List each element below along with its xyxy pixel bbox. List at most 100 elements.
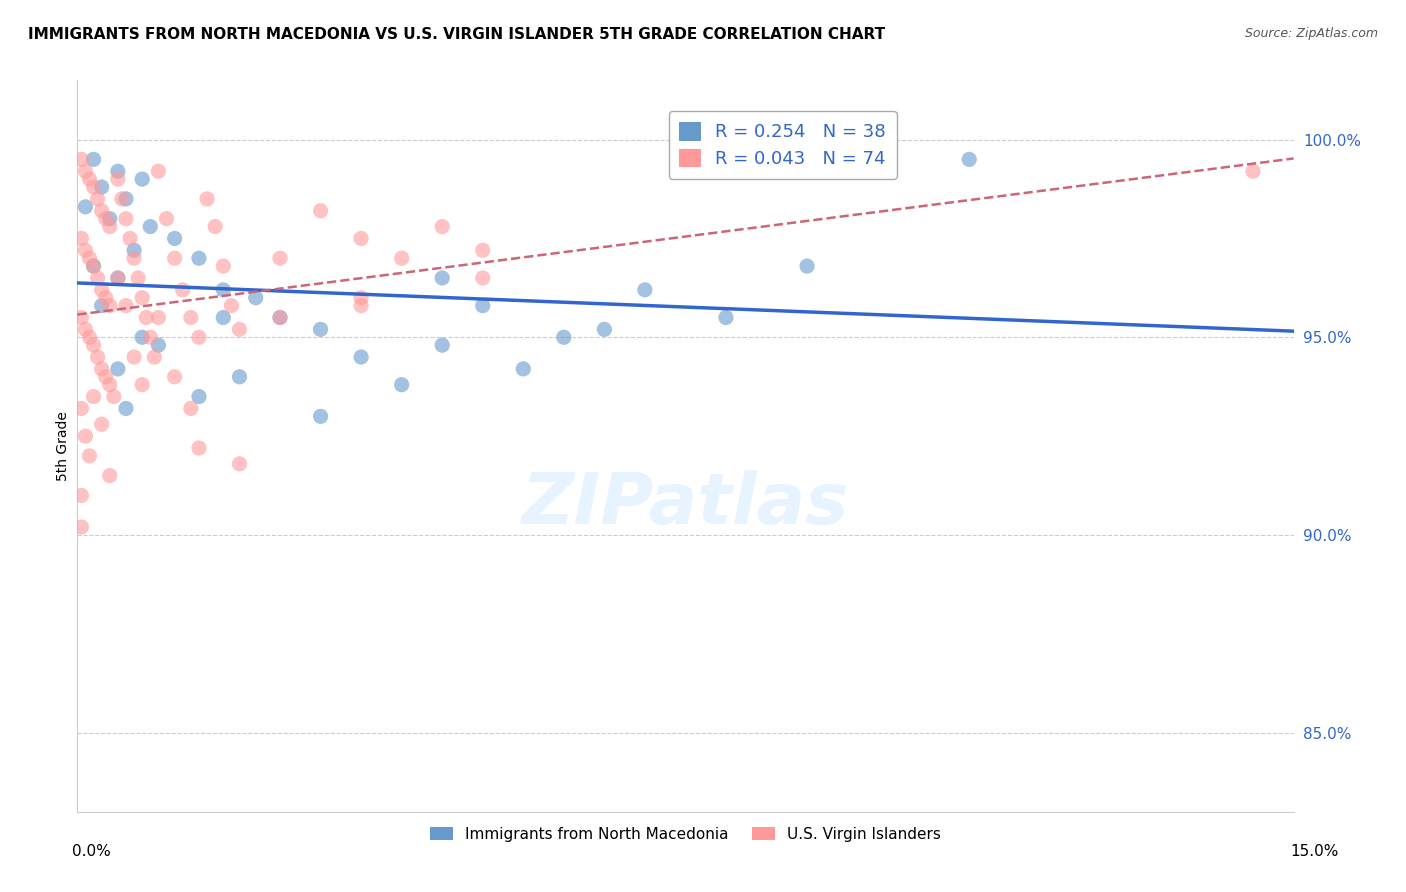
Point <box>195 192 218 206</box>
Point <box>163 231 186 245</box>
Point <box>212 310 235 325</box>
Point <box>107 271 129 285</box>
Point <box>107 164 129 178</box>
Point <box>212 283 235 297</box>
Point <box>188 390 211 404</box>
Point <box>309 409 332 424</box>
Point <box>86 192 108 206</box>
Point <box>115 192 138 206</box>
Point <box>188 441 211 455</box>
Point <box>131 377 153 392</box>
Point <box>139 219 162 234</box>
Point <box>83 338 105 352</box>
Point <box>212 259 235 273</box>
Point <box>70 153 93 167</box>
Text: Source: ZipAtlas.com: Source: ZipAtlas.com <box>1244 27 1378 40</box>
Text: 0.0%: 0.0% <box>72 845 111 859</box>
Point <box>148 338 170 352</box>
Point <box>471 271 494 285</box>
Point <box>391 377 413 392</box>
Point <box>83 180 105 194</box>
Point <box>135 310 157 325</box>
Point <box>98 299 121 313</box>
Point <box>430 271 453 285</box>
Point <box>309 322 332 336</box>
Point <box>180 310 202 325</box>
Point <box>430 219 453 234</box>
Point <box>83 153 105 167</box>
Point <box>122 244 145 258</box>
Point <box>79 330 101 344</box>
Point <box>118 231 141 245</box>
Point <box>70 231 93 245</box>
Point <box>115 211 138 226</box>
Point <box>139 330 162 344</box>
Point <box>180 401 202 416</box>
Point <box>593 322 616 336</box>
Point <box>163 251 186 265</box>
Point <box>75 244 97 258</box>
Point <box>98 219 121 234</box>
Point <box>127 271 149 285</box>
Point <box>143 350 166 364</box>
Point <box>391 251 413 265</box>
Point <box>115 299 138 313</box>
Point <box>228 457 250 471</box>
Point <box>350 299 373 313</box>
Point <box>98 377 121 392</box>
Point <box>122 251 145 265</box>
Point <box>83 259 105 273</box>
Point <box>122 350 145 364</box>
Point <box>269 310 291 325</box>
Point <box>75 322 97 336</box>
Point <box>350 291 373 305</box>
Point <box>204 219 226 234</box>
Point <box>70 520 93 534</box>
Text: ZIPatlas: ZIPatlas <box>522 470 849 539</box>
Point <box>172 283 194 297</box>
Point <box>103 390 125 404</box>
Point <box>115 401 138 416</box>
Point <box>131 291 153 305</box>
Point <box>221 299 243 313</box>
Point <box>131 330 153 344</box>
Point <box>228 322 250 336</box>
Point <box>188 330 211 344</box>
Point <box>98 211 121 226</box>
Point <box>1241 164 1264 178</box>
Point <box>512 362 534 376</box>
Point <box>70 401 93 416</box>
Text: 15.0%: 15.0% <box>1291 845 1339 859</box>
Point <box>86 350 108 364</box>
Point <box>70 310 93 325</box>
Point <box>430 338 453 352</box>
Point <box>350 231 373 245</box>
Point <box>796 259 818 273</box>
Point <box>75 164 97 178</box>
Point <box>94 211 117 226</box>
Point <box>228 369 250 384</box>
Point <box>471 299 494 313</box>
Point <box>553 330 575 344</box>
Point <box>90 362 112 376</box>
Point <box>634 283 657 297</box>
Point <box>98 468 121 483</box>
Point <box>309 203 332 218</box>
Point <box>163 369 186 384</box>
Point <box>111 192 134 206</box>
Point <box>83 390 105 404</box>
Point <box>90 283 112 297</box>
Point <box>350 350 373 364</box>
Point <box>957 153 980 167</box>
Point <box>107 172 129 186</box>
Point <box>107 271 129 285</box>
Legend: Immigrants from North Macedonia, U.S. Virgin Islanders: Immigrants from North Macedonia, U.S. Vi… <box>425 821 946 848</box>
Point <box>90 203 112 218</box>
Point <box>131 172 153 186</box>
Point <box>75 429 97 443</box>
Point <box>107 362 129 376</box>
Text: IMMIGRANTS FROM NORTH MACEDONIA VS U.S. VIRGIN ISLANDER 5TH GRADE CORRELATION CH: IMMIGRANTS FROM NORTH MACEDONIA VS U.S. … <box>28 27 886 42</box>
Point <box>269 310 291 325</box>
Point <box>83 259 105 273</box>
Point <box>79 172 101 186</box>
